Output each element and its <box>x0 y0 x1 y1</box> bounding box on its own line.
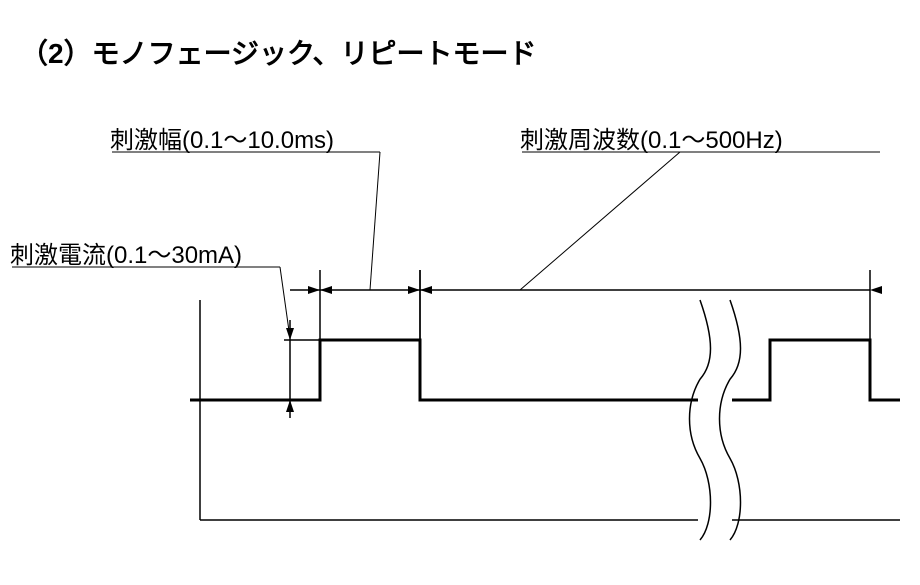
diagram-root: （2）モノフェージック、リピートモード 刺激幅(0.1～10.0ms) 刺激周波… <box>0 0 920 585</box>
waveform-diagram <box>0 0 920 585</box>
